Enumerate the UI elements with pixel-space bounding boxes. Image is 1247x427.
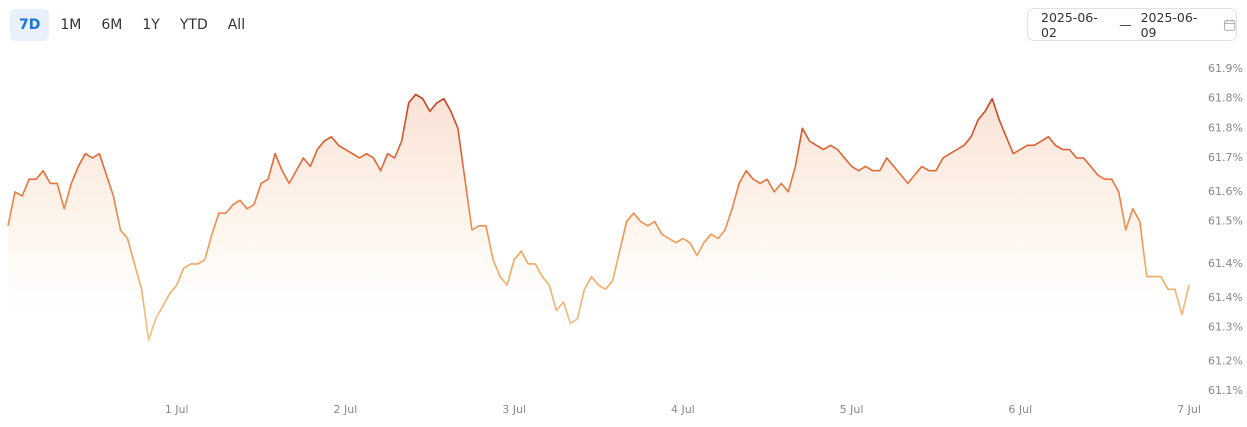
y-tick-label: 61.2% bbox=[1208, 354, 1243, 367]
date-range-picker[interactable]: 2025-06-02 — 2025-06-09 bbox=[1027, 8, 1237, 41]
y-tick-label: 61.4% bbox=[1208, 291, 1243, 304]
y-tick-label: 61.6% bbox=[1208, 185, 1243, 198]
range-button[interactable]: All bbox=[227, 17, 246, 33]
y-tick-label: 61.8% bbox=[1208, 92, 1243, 105]
y-tick-label: 61.8% bbox=[1208, 121, 1243, 134]
calendar-icon bbox=[1223, 18, 1236, 31]
y-tick-label: 61.5% bbox=[1208, 215, 1243, 228]
y-tick-label: 61.3% bbox=[1208, 320, 1243, 333]
range-button[interactable]: 1M bbox=[60, 17, 82, 33]
x-tick-label: 4 Jul bbox=[671, 403, 695, 416]
x-tick-label: 7 Jul bbox=[1177, 403, 1201, 416]
x-tick-label: 2 Jul bbox=[334, 403, 358, 416]
range-button[interactable]: 7D bbox=[10, 9, 50, 41]
price-line bbox=[7, 93, 1190, 341]
y-tick-label: 61.7% bbox=[1208, 151, 1243, 164]
x-tick-label: 5 Jul bbox=[840, 403, 864, 416]
date-start: 2025-06-02 bbox=[1041, 9, 1098, 40]
x-tick-label: 1 Jul bbox=[165, 403, 189, 416]
range-button[interactable]: YTD bbox=[179, 17, 208, 33]
area-fill bbox=[8, 94, 1189, 392]
range-button[interactable]: 6M bbox=[101, 17, 123, 33]
y-tick-label: 61.9% bbox=[1208, 62, 1243, 75]
x-tick-label: 3 Jul bbox=[502, 403, 526, 416]
y-tick-label: 61.1% bbox=[1208, 384, 1243, 397]
y-tick-label: 61.4% bbox=[1208, 257, 1243, 270]
range-selector: 7D 1M 6M 1Y YTD All bbox=[10, 9, 254, 41]
date-end: 2025-06-09 bbox=[1140, 9, 1198, 40]
date-separator: — bbox=[1119, 17, 1132, 32]
range-button[interactable]: 1Y bbox=[142, 17, 160, 33]
x-tick-label: 6 Jul bbox=[1008, 403, 1032, 416]
